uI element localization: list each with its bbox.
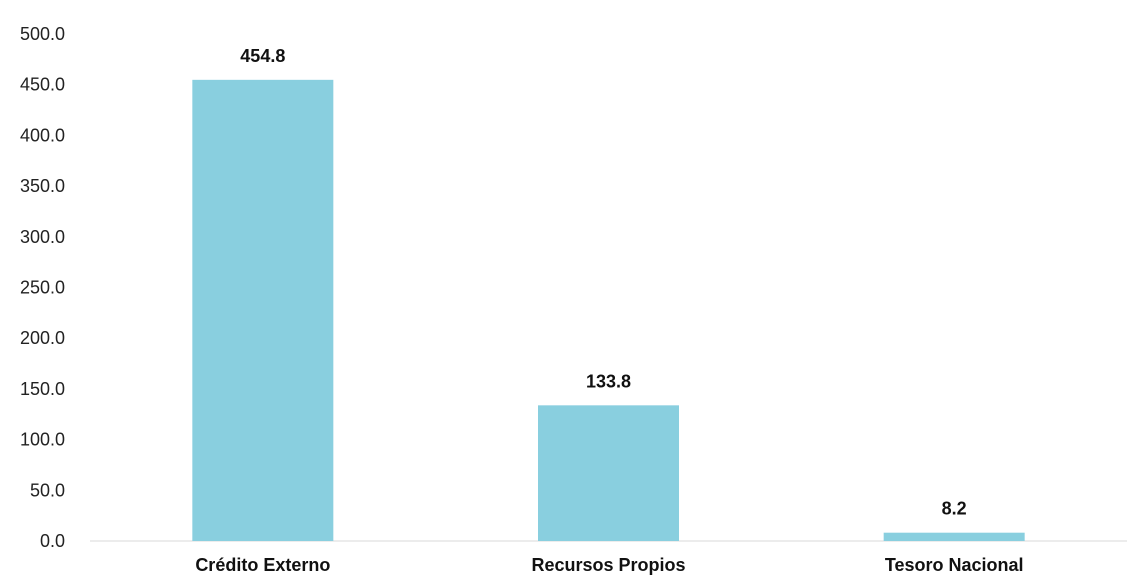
y-tick-label: 350.0 (20, 176, 65, 196)
bar (192, 79, 334, 542)
bars (192, 79, 1025, 542)
bar (538, 405, 679, 541)
x-tick-label: Tesoro Nacional (885, 555, 1024, 575)
y-axis: 0.0 50.0 100.0 150.0 200.0 250.0 300.0 350.0 400… (20, 24, 65, 551)
x-axis: Crédito Externo Recursos Propios Tesoro Na… (195, 555, 1023, 575)
data-label: 8.2 (942, 499, 967, 519)
y-tick-label: 50.0 (30, 480, 65, 500)
data-labels: 454.8 133.8 8.2 (240, 46, 966, 519)
x-tick-label: Recursos Propios (531, 555, 685, 575)
data-label: 454.8 (240, 46, 285, 66)
y-tick-label: 0.0 (40, 531, 65, 551)
y-tick-label: 200.0 (20, 328, 65, 348)
x-tick-label: Crédito Externo (195, 555, 330, 575)
bar (883, 532, 1025, 541)
y-tick-label: 500.0 (20, 24, 65, 44)
y-tick-label: 100.0 (20, 430, 65, 450)
y-tick-label: 300.0 (20, 227, 65, 247)
y-tick-label: 450.0 (20, 75, 65, 95)
y-tick-label: 150.0 (20, 379, 65, 399)
y-tick-label: 400.0 (20, 125, 65, 145)
data-label: 133.8 (586, 371, 631, 391)
y-tick-label: 250.0 (20, 278, 65, 298)
